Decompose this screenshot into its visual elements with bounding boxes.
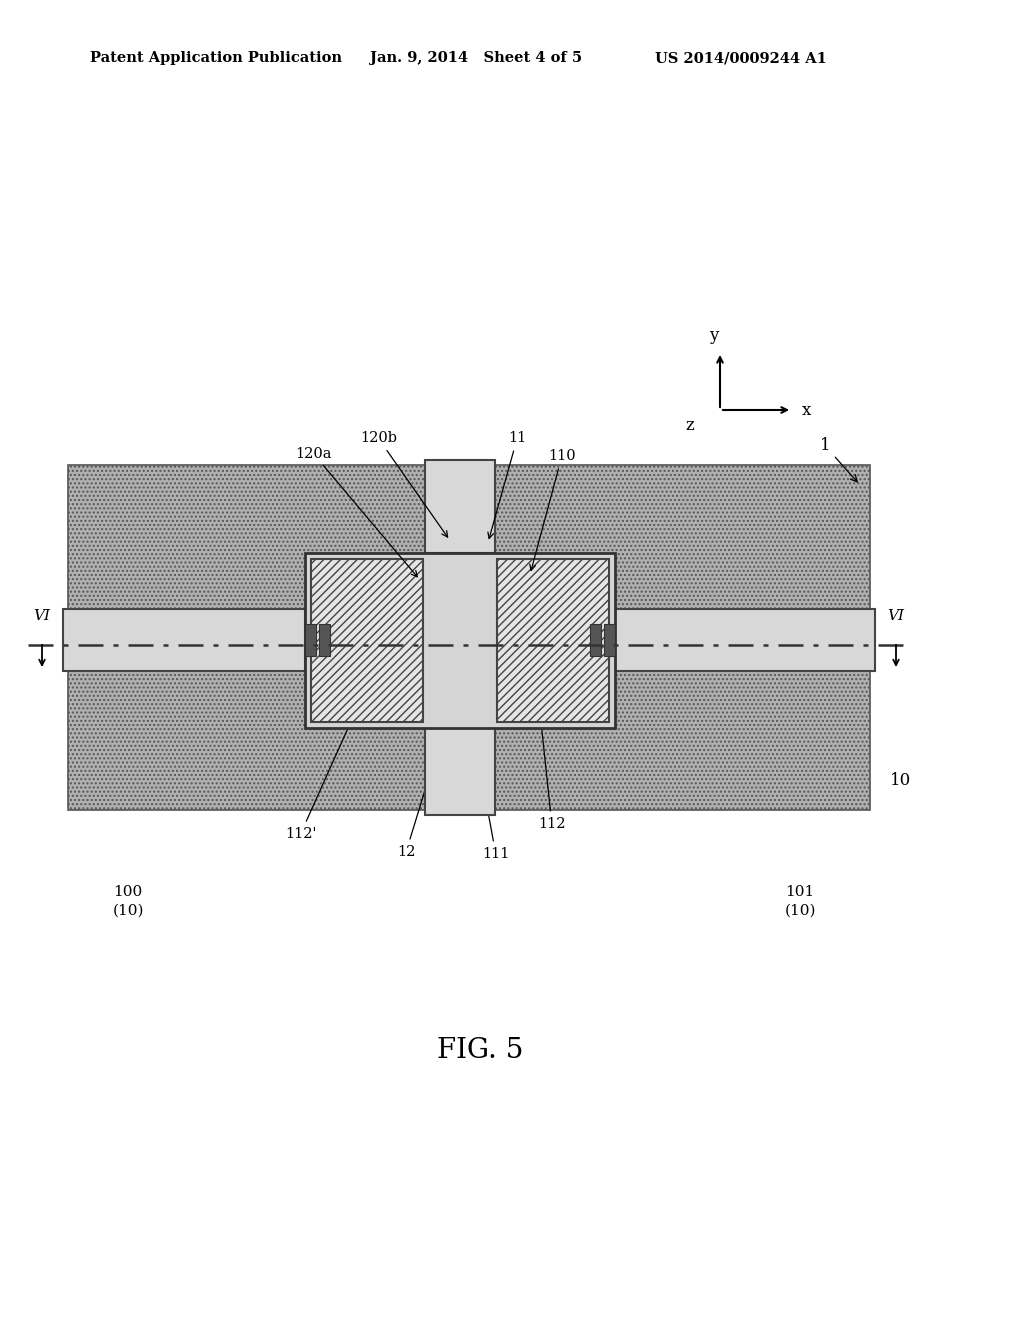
Bar <box>604 624 615 656</box>
Text: x: x <box>802 403 811 418</box>
Bar <box>497 558 609 722</box>
Bar <box>305 624 316 656</box>
Text: 100
(10): 100 (10) <box>113 884 143 917</box>
Bar <box>68 609 305 671</box>
Bar <box>425 727 495 814</box>
Text: 110: 110 <box>529 450 575 570</box>
Bar <box>68 671 425 810</box>
Bar <box>63 609 305 671</box>
Bar <box>615 609 874 671</box>
Text: 112: 112 <box>534 669 565 830</box>
Text: 120a: 120a <box>295 446 418 577</box>
Text: z: z <box>686 417 694 434</box>
Text: 112': 112' <box>285 672 374 841</box>
Text: Jan. 9, 2014   Sheet 4 of 5: Jan. 9, 2014 Sheet 4 of 5 <box>370 51 582 65</box>
Bar <box>305 553 615 727</box>
Text: Patent Application Publication: Patent Application Publication <box>90 51 342 65</box>
Bar <box>68 465 425 609</box>
Bar <box>311 558 423 722</box>
Text: VI: VI <box>888 609 904 623</box>
Text: US 2014/0009244 A1: US 2014/0009244 A1 <box>655 51 826 65</box>
Text: 111: 111 <box>477 762 509 861</box>
Text: 11: 11 <box>487 432 526 539</box>
Bar <box>495 671 870 810</box>
Bar <box>319 624 330 656</box>
Text: 1: 1 <box>820 437 857 482</box>
Text: 12: 12 <box>397 762 435 858</box>
Text: 101
(10): 101 (10) <box>784 884 816 917</box>
Text: VI: VI <box>34 609 50 623</box>
Text: y: y <box>710 327 719 345</box>
Bar <box>425 465 495 553</box>
Bar <box>495 465 870 609</box>
Text: 120b: 120b <box>360 432 447 537</box>
Bar <box>615 609 870 671</box>
Text: 10: 10 <box>890 772 911 789</box>
Bar <box>425 459 495 553</box>
Bar <box>425 727 495 810</box>
Bar <box>590 624 601 656</box>
Text: FIG. 5: FIG. 5 <box>437 1036 523 1064</box>
